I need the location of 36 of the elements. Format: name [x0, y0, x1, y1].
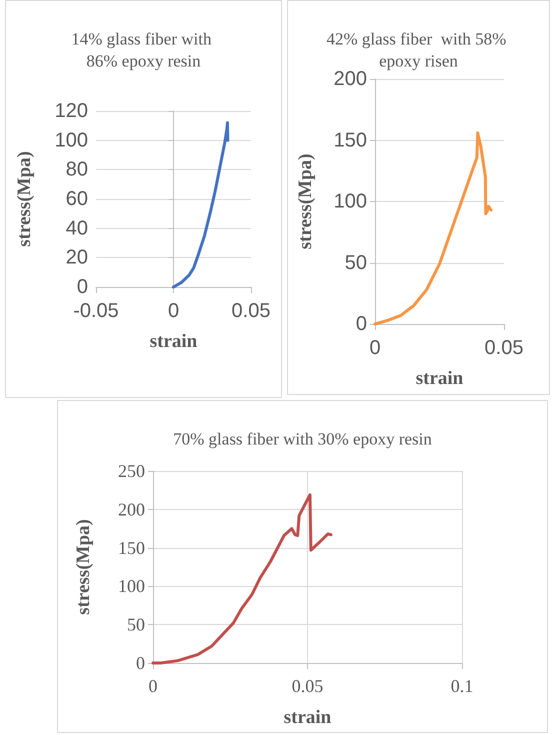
y-tick-label: 200: [118, 499, 145, 520]
y-tick-label: 120: [54, 100, 88, 122]
y-axis-title: stress(Mpa): [73, 519, 94, 615]
x-tick-label: 0.05: [292, 676, 324, 696]
y-tick-label: 50: [344, 252, 367, 274]
y-tick-label: 40: [66, 217, 88, 240]
y-tick-label: 0: [136, 653, 145, 673]
line-series: [374, 131, 493, 326]
y-tick-label: 150: [334, 129, 367, 152]
y-tick-label: 100: [334, 190, 367, 212]
line-series: [152, 493, 332, 664]
x-axis-title: strain: [416, 368, 464, 389]
x-tick-label: -0.05: [73, 300, 119, 322]
y-axis-title: stress(Mpa): [14, 151, 35, 247]
y-tick-label: 250: [118, 461, 145, 481]
x-tick-label: 0.1: [450, 676, 474, 696]
y-tick-label: 50: [127, 614, 145, 635]
y-tick-label: 0: [76, 276, 88, 298]
x-axis-title: strain: [150, 331, 198, 352]
y-tick-label: 20: [66, 246, 88, 269]
y-tick-label: 80: [66, 158, 88, 181]
chart-title: 42% glass fiber with 58% epoxy risen: [326, 30, 511, 70]
chart-title: 70% glass fiber with 30% epoxy resin: [173, 430, 432, 448]
y-tick-label: 100: [54, 129, 88, 152]
x-tick-label: 0.05: [232, 300, 270, 322]
y-tick-label: 150: [118, 538, 145, 558]
x-tick-label: 0: [168, 300, 180, 322]
y-tick-label: 60: [66, 188, 88, 210]
line-series: [172, 121, 230, 288]
y-tick-label: 200: [334, 68, 367, 90]
chart-title: 14% glass fiber with 86% epoxy resin: [71, 30, 216, 70]
x-tick-label: 0: [148, 676, 158, 696]
x-axis-title: strain: [284, 707, 332, 728]
y-axis-title: stress(Mpa): [295, 154, 316, 250]
y-tick-label: 100: [118, 576, 145, 596]
x-tick-label: 0.05: [484, 337, 524, 359]
